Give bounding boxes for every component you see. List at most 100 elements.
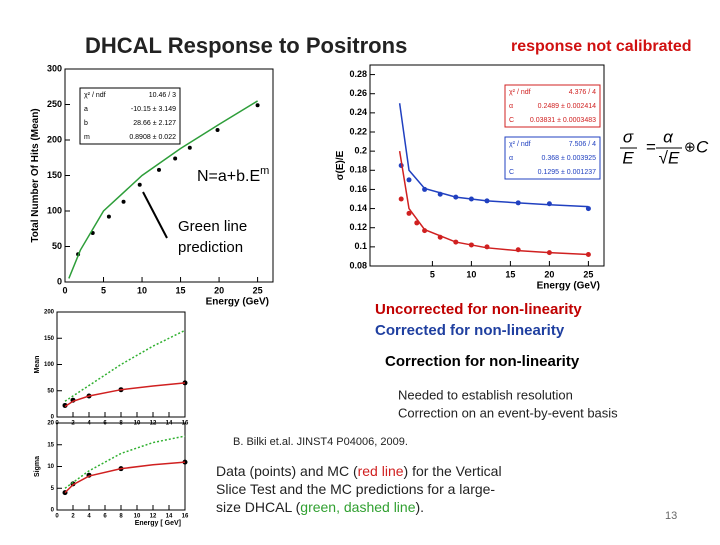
x-tick-label: 10: [134, 514, 141, 520]
y-tick-label: 0.08: [349, 260, 367, 270]
stats-value: 0.1295 ± 0.001237: [538, 169, 596, 176]
stats-label: a: [84, 106, 88, 113]
data-point: [156, 167, 161, 172]
paragraph-line: Slice Test and the MC predictions for a …: [216, 481, 495, 497]
y-tick-label: 0.28: [349, 69, 367, 79]
stats-label: C: [509, 169, 514, 176]
x-axis-label: Energy [ GeV]: [135, 520, 181, 527]
text-run: red line: [358, 463, 404, 479]
green-note: Green line: [178, 218, 247, 235]
x-tick-label: 8: [119, 421, 123, 427]
stats-box: [79, 87, 181, 145]
y-tick-label: 50: [52, 241, 62, 251]
x-tick-label: 10: [466, 269, 476, 279]
legend-entry: Uncorrected for non-linearity: [375, 301, 582, 318]
stats-box: [504, 84, 601, 128]
y-tick-label: 0.14: [349, 203, 367, 213]
stats-value: 0.368 ± 0.003925: [542, 155, 597, 162]
x-tick-label: 15: [176, 285, 186, 295]
y-tick-label: 20: [47, 421, 54, 427]
formula-part: α: [663, 127, 674, 146]
x-tick-label: 12: [150, 421, 157, 427]
formula: σ E = α √E ⊕ C: [620, 127, 709, 167]
stats-label: b: [84, 120, 88, 127]
data-point: [121, 199, 126, 204]
y-tick-label: 0.18: [349, 165, 367, 175]
text-run: Data (points) and MC (: [216, 463, 358, 479]
x-tick-label: 14: [166, 421, 173, 427]
data-point: [106, 214, 111, 219]
x-tick-label: 14: [166, 514, 173, 520]
formula-part: √E: [659, 148, 680, 167]
data-point: [406, 210, 412, 216]
y-tick-label: 0.22: [349, 126, 367, 136]
subtitle: response not calibrated: [511, 38, 692, 55]
x-tick-label: 4: [87, 514, 91, 520]
y-tick-label: 150: [44, 336, 55, 342]
x-tick-label: 2: [71, 421, 75, 427]
stats-label: χ² / ndf: [509, 89, 531, 96]
x-tick-label: 6: [103, 421, 107, 427]
y-axis-label: σ(E)/E: [335, 150, 346, 180]
y-axis-label: Total Number Of Hits (Mean): [30, 108, 41, 242]
x-tick-label: 25: [583, 269, 593, 279]
stats-label: χ² / ndf: [509, 141, 531, 148]
stats-label: C: [509, 117, 514, 124]
stats-value: 0.2489 ± 0.002414: [538, 103, 596, 110]
paragraph-line: size DHCAL (green, dashed line).: [216, 499, 424, 515]
fit-line: [64, 329, 186, 402]
paragraph: Data (points) and MC (red line) for the …: [216, 463, 502, 515]
x-axis-label: Energy (GeV): [206, 296, 269, 307]
y-tick-label: 0.1: [354, 241, 367, 251]
stats-value: 28.66 ± 2.127: [133, 120, 176, 127]
y-tick-label: 5: [51, 486, 55, 492]
data-point: [255, 103, 260, 108]
y-tick-label: 0: [51, 508, 55, 514]
formula-part: C: [696, 137, 709, 156]
y-tick-label: 0.26: [349, 88, 367, 98]
y-tick-label: 100: [44, 362, 55, 368]
formula-part: E: [622, 148, 634, 167]
y-axis-label: Sigma: [34, 456, 41, 477]
y-tick-label: 200: [47, 134, 62, 144]
plot-frame: [369, 64, 605, 267]
page-number: 13: [665, 510, 677, 522]
stats-label: α: [509, 155, 513, 162]
y-tick-label: 200: [44, 310, 55, 316]
legend-entry: Corrected for non-linearity: [375, 322, 565, 339]
data-point: [137, 182, 142, 187]
bullet: Correction on an event-by-event basis: [398, 405, 618, 420]
stats-value: 4.376 / 4: [569, 89, 596, 96]
x-tick-label: 8: [119, 514, 123, 520]
note-box: [172, 214, 262, 260]
x-tick-label: 2: [71, 514, 75, 520]
chart: 5 10 15 20 25 0.08 0.1 0.12 0.14 0.16 0.18 0.2 0.22 0…: [335, 64, 605, 291]
stats-value: -10.15 ± 3.149: [131, 106, 176, 113]
formula-part: =: [646, 137, 656, 156]
stats-label: m: [84, 134, 90, 141]
text-run: ).: [415, 499, 424, 515]
x-tick-label: 16: [182, 514, 189, 520]
y-tick-label: 15: [47, 442, 54, 448]
plot-frame: [56, 311, 186, 418]
y-tick-label: 0.16: [349, 184, 367, 194]
y-axis-label: Mean: [34, 356, 41, 374]
formula-part: σ: [623, 127, 634, 146]
stats-value: 0.03831 ± 0.0003483: [530, 117, 596, 124]
y-tick-label: 0: [57, 276, 62, 286]
x-tick-label: 0: [62, 285, 67, 295]
fit-line: [68, 100, 258, 279]
x-tick-label: 10: [137, 285, 147, 295]
x-tick-label: 25: [253, 285, 263, 295]
stats-value: 10.46 / 3: [149, 92, 176, 99]
x-axis-label: Energy (GeV): [537, 280, 600, 291]
fit-label: N=a+b.Em: [197, 165, 269, 185]
x-tick-label: 0: [55, 514, 59, 520]
y-tick-label: 250: [47, 99, 62, 109]
y-tick-label: 0: [51, 415, 55, 421]
stats-value: 7.506 / 4: [569, 141, 596, 148]
pointer-line: [142, 191, 168, 239]
y-tick-label: 50: [47, 388, 54, 394]
